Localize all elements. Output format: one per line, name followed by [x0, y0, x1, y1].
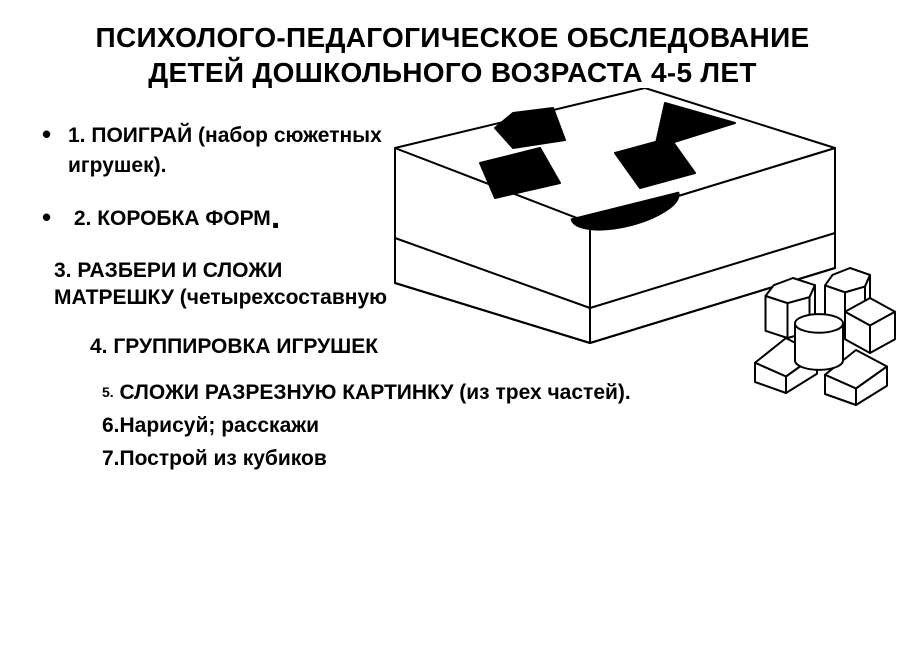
list-item-2-period: .	[271, 198, 280, 236]
list-area: 1. ПОИГРАЙ (набор сюжетных игрушек). 2. …	[42, 118, 402, 311]
list-item-2-text: 2. КОРОБКА ФОРМ	[74, 207, 271, 230]
list-item-2: 2. КОРОБКА ФОРМ.	[42, 201, 402, 235]
list-item-5-num: 5.	[102, 384, 114, 400]
list-item-7: 7.Построй из кубиков	[102, 445, 682, 472]
page-title: ПСИХОЛОГО-ПЕДАГОГИЧЕСКОЕ ОБСЛЕДОВАНИЕ ДЕ…	[0, 0, 905, 100]
list-item-3: 3. РАЗБЕРИ И СЛОЖИ МАТРЕШКУ (четырехсост…	[54, 257, 402, 312]
title-line-1: ПСИХОЛОГО-ПЕДАГОГИЧЕСКОЕ ОБСЛЕДОВАНИЕ	[40, 20, 865, 55]
title-line-2: ДЕТЕЙ ДОШКОЛЬНОГО ВОЗРАСТА 4-5 ЛЕТ	[40, 55, 865, 90]
shape-sorter-illustration	[365, 88, 905, 428]
list-item-1: 1. ПОИГРАЙ (набор сюжетных игрушек).	[42, 118, 402, 179]
